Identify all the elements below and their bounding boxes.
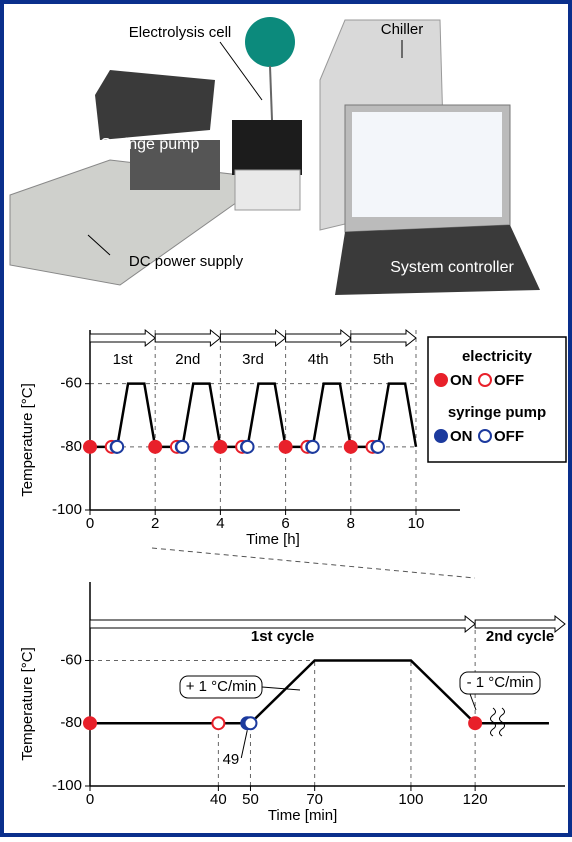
x-axis-label: Time [min] <box>268 807 337 824</box>
x-tick-label: 0 <box>86 791 94 808</box>
x-tick-label: 0 <box>86 515 94 532</box>
y-tick-label: -100 <box>52 777 82 794</box>
y-tick-label: -60 <box>60 375 82 392</box>
balloon <box>245 17 295 67</box>
cycle-label: 1st <box>113 351 134 368</box>
x-tick-label: 120 <box>463 791 488 808</box>
photo-label: Electrolysis cell <box>129 24 232 41</box>
x-tick-label: 40 <box>210 791 227 808</box>
y-tick-label: -80 <box>60 438 82 455</box>
y-axis-label: Temperature [°C] <box>19 647 36 761</box>
legend-symbol <box>435 374 447 386</box>
annotation: + 1 °C/min <box>186 678 257 695</box>
cycle-label: 3rd <box>242 351 264 368</box>
event-marker <box>307 441 319 453</box>
page: Electrolysis cell Chiller Syringe pump D… <box>0 0 572 842</box>
event-marker <box>372 441 384 453</box>
x-tick-label: 6 <box>281 515 289 532</box>
legend-label: ON <box>450 428 473 445</box>
legend-title: electricity <box>462 348 533 365</box>
event-marker <box>244 717 256 729</box>
cycle-label: 2nd cycle <box>486 628 554 645</box>
x-tick-label: 50 <box>242 791 259 808</box>
screen <box>352 112 502 217</box>
cell-box <box>232 120 302 175</box>
photo-label: Syringe pump <box>101 136 200 153</box>
x-tick-label: 8 <box>347 515 355 532</box>
y-tick-label: -100 <box>52 501 82 518</box>
photo-label: System controller <box>390 259 514 276</box>
stirrer <box>235 170 300 210</box>
legend-label: OFF <box>494 372 524 389</box>
event-marker <box>469 717 481 729</box>
y-axis-label: Temperature [°C] <box>19 383 36 497</box>
event-marker <box>84 717 96 729</box>
x-tick-label: 100 <box>398 791 423 808</box>
y-tick-label: -80 <box>60 714 82 731</box>
event-marker <box>84 441 96 453</box>
event-marker <box>149 441 161 453</box>
event-marker <box>345 441 357 453</box>
y-tick-label: -60 <box>60 651 82 668</box>
syringe-pump <box>95 70 215 140</box>
x-axis-label: Time [h] <box>246 531 300 548</box>
cycle-label: 5th <box>373 351 394 368</box>
x-tick-label: 70 <box>306 791 323 808</box>
event-marker <box>111 441 123 453</box>
annotation: - 1 °C/min <box>467 674 534 691</box>
x-tick-label: 4 <box>216 515 224 532</box>
event-marker <box>176 441 188 453</box>
cycle-label: 2nd <box>175 351 200 368</box>
event-marker <box>212 717 224 729</box>
legend-label: OFF <box>494 428 524 445</box>
x-tick-label: 10 <box>408 515 425 532</box>
photo-label: Chiller <box>381 21 424 38</box>
x-tick-label: 2 <box>151 515 159 532</box>
legend-symbol <box>479 374 491 386</box>
event-marker <box>242 441 254 453</box>
photo-label: DC power supply <box>129 253 244 270</box>
legend-title: syringe pump <box>448 404 546 421</box>
photo: Electrolysis cell Chiller Syringe pump D… <box>6 6 566 302</box>
marked-x-label: 49 <box>223 751 240 768</box>
legend-symbol <box>479 430 491 442</box>
figure: Electrolysis cell Chiller Syringe pump D… <box>0 0 572 837</box>
event-marker <box>214 441 226 453</box>
cycle-label: 4th <box>308 351 329 368</box>
legend-label: ON <box>450 372 473 389</box>
cycle-label: 1st cycle <box>251 628 314 645</box>
event-marker <box>280 441 292 453</box>
legend-symbol <box>435 430 447 442</box>
